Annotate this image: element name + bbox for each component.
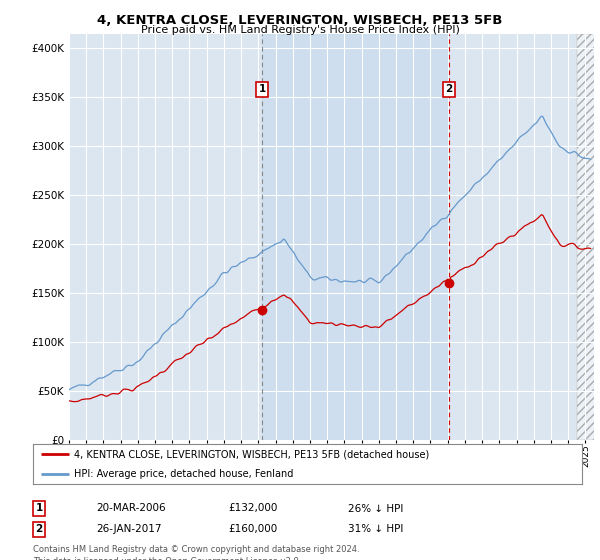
Text: HPI: Average price, detached house, Fenland: HPI: Average price, detached house, Fenl… bbox=[74, 469, 293, 479]
Text: 4, KENTRA CLOSE, LEVERINGTON, WISBECH, PE13 5FB: 4, KENTRA CLOSE, LEVERINGTON, WISBECH, P… bbox=[97, 14, 503, 27]
Text: £160,000: £160,000 bbox=[228, 524, 277, 534]
Text: 4, KENTRA CLOSE, LEVERINGTON, WISBECH, PE13 5FB (detached house): 4, KENTRA CLOSE, LEVERINGTON, WISBECH, P… bbox=[74, 449, 430, 459]
Text: £132,000: £132,000 bbox=[228, 503, 277, 514]
Bar bbox=[577, 34, 600, 440]
Text: Contains HM Land Registry data © Crown copyright and database right 2024.
This d: Contains HM Land Registry data © Crown c… bbox=[33, 545, 359, 560]
Text: 2: 2 bbox=[445, 85, 452, 95]
Text: 26% ↓ HPI: 26% ↓ HPI bbox=[348, 503, 403, 514]
Bar bbox=[262, 34, 449, 440]
Text: 20-MAR-2006: 20-MAR-2006 bbox=[96, 503, 166, 514]
Text: 26-JAN-2017: 26-JAN-2017 bbox=[96, 524, 161, 534]
Text: 1: 1 bbox=[35, 503, 43, 514]
Text: Price paid vs. HM Land Registry's House Price Index (HPI): Price paid vs. HM Land Registry's House … bbox=[140, 25, 460, 35]
Bar bbox=[577, 34, 600, 440]
Text: 1: 1 bbox=[259, 85, 266, 95]
Text: 2: 2 bbox=[35, 524, 43, 534]
Text: 31% ↓ HPI: 31% ↓ HPI bbox=[348, 524, 403, 534]
